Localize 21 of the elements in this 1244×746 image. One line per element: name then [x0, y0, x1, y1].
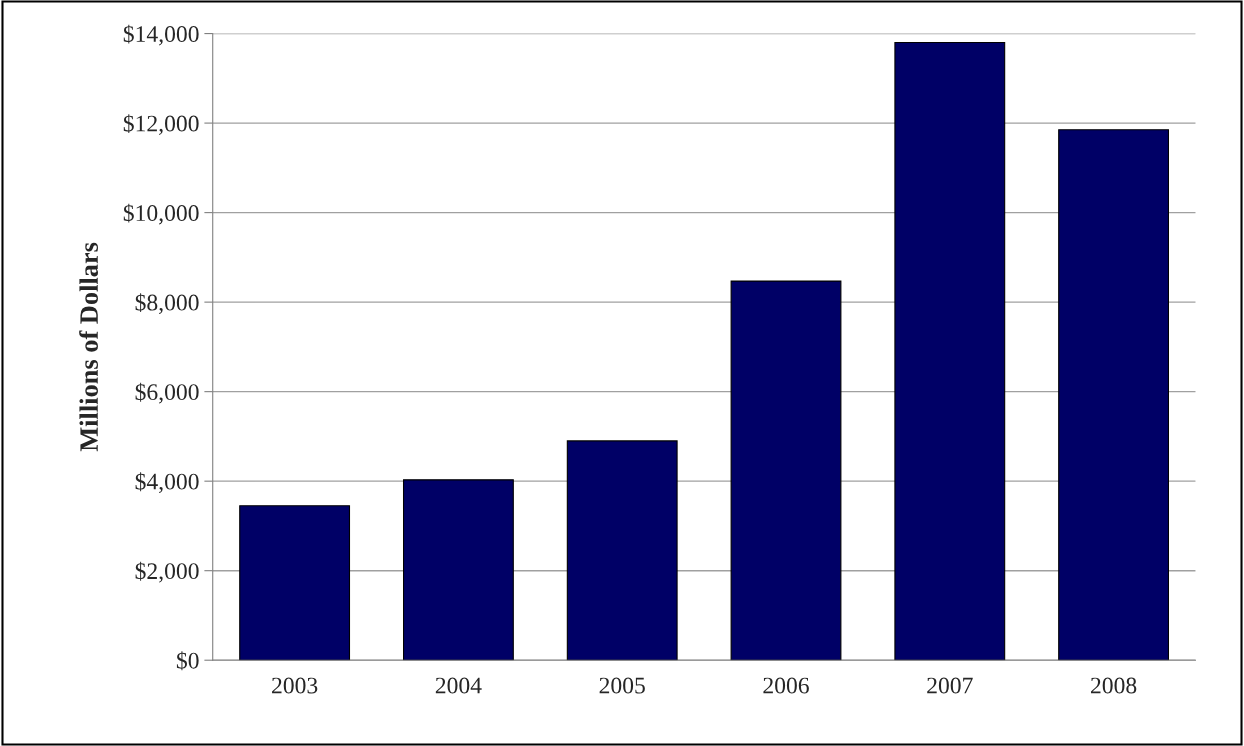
y-tick-label: $0 [176, 651, 199, 671]
y-tick-label: $8,000 [135, 293, 199, 314]
x-tick-label: 2008 [1091, 677, 1137, 694]
y-tick-label: $12,000 [123, 114, 199, 135]
bar [402, 479, 514, 661]
x-tick-label: 2005 [599, 677, 645, 694]
bar [239, 505, 351, 661]
bar [566, 440, 678, 661]
x-tick-label: 2003 [272, 677, 318, 694]
y-tick-label: $10,000 [123, 203, 199, 225]
bar [730, 280, 842, 661]
y-tick-label: $4,000 [135, 472, 199, 493]
y-tick-label: $14,000 [123, 24, 199, 46]
y-axis-title: Millions of Dollars [79, 242, 98, 452]
x-tick-label: 2006 [763, 677, 809, 694]
bar [1058, 129, 1170, 661]
y-tick-label: $2,000 [135, 561, 199, 583]
bar [894, 41, 1006, 661]
x-tick-label: 2004 [435, 677, 482, 694]
y-tick-label: $6,000 [135, 382, 199, 404]
x-tick-label: 2007 [927, 677, 973, 694]
